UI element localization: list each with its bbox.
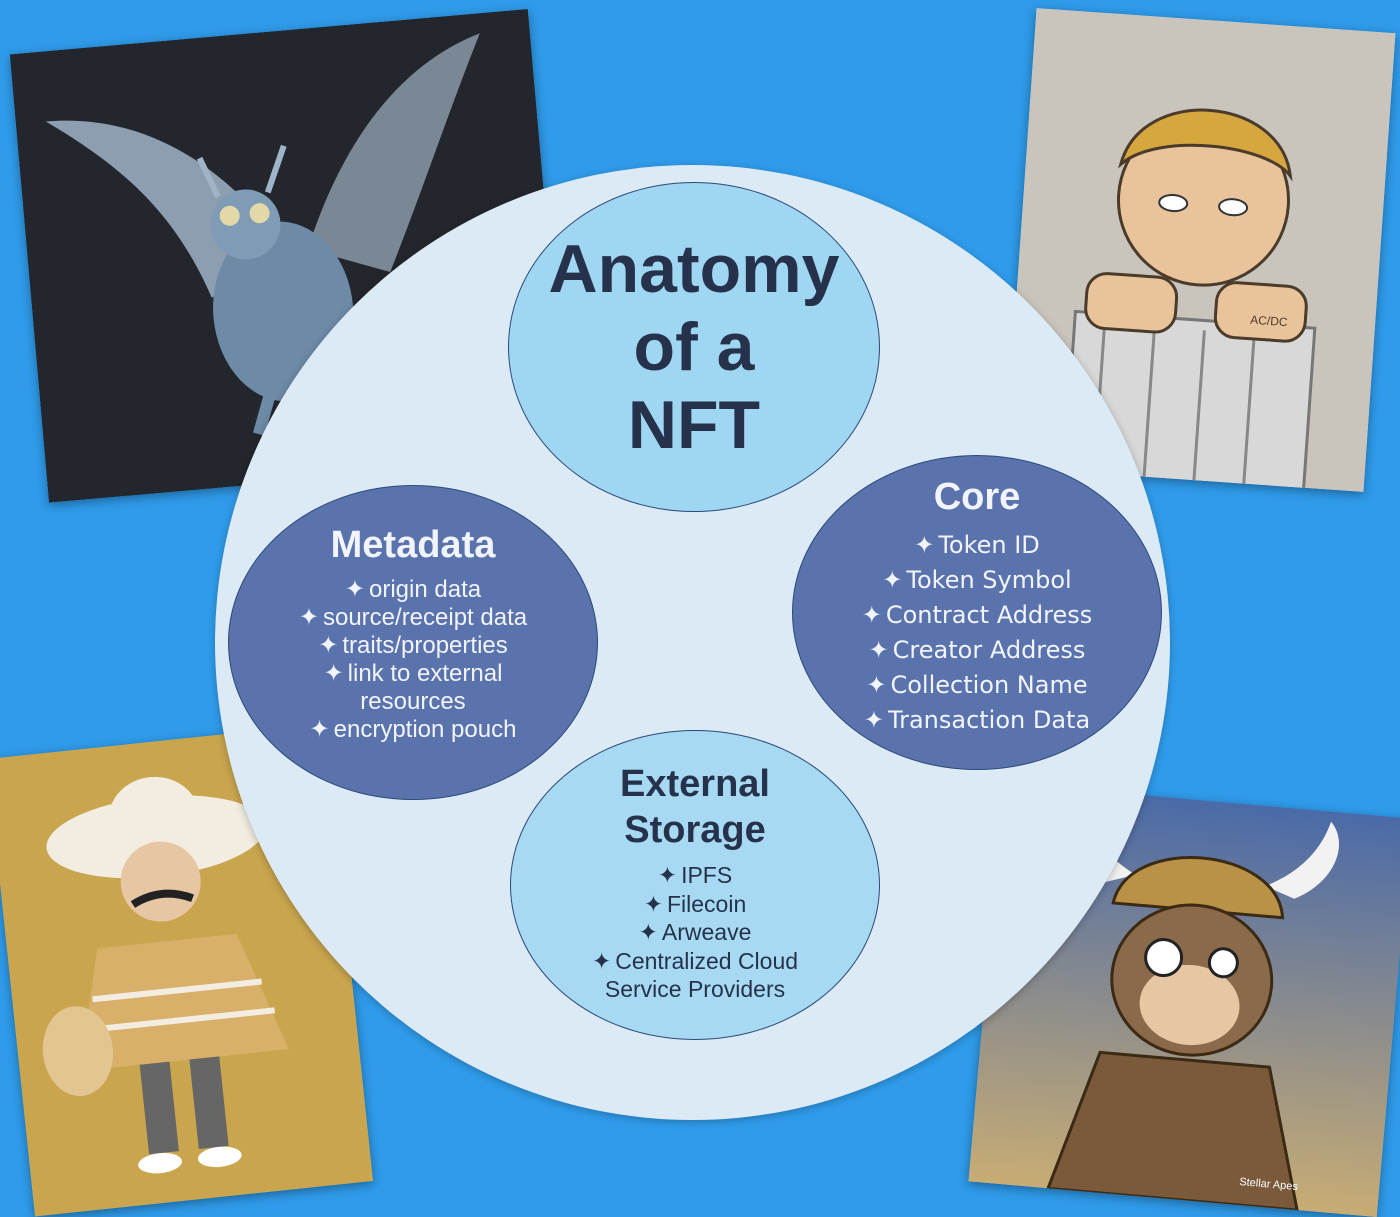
star-bullet-icon: ✦ [882, 566, 903, 594]
storage-item: ✦ Filecoin [643, 890, 747, 917]
metadata-item: ✦ encryption pouch [309, 716, 517, 743]
storage-heading-line-1: External [620, 763, 770, 805]
metadata-item: ✦ origin data [344, 576, 482, 603]
star-bullet-icon: ✦ [344, 576, 365, 603]
star-bullet-icon: ✦ [309, 716, 330, 743]
star-bullet-icon: ✦ [323, 660, 344, 687]
star-bullet-icon: ✦ [638, 919, 658, 945]
title-line-1: Anatomy [548, 231, 840, 307]
core-list: ✦ Token ID ✦ Token Symbol ✦ Contract Addres… [862, 528, 1093, 738]
core-item: ✦ Creator Address [868, 636, 1086, 664]
metadata-item: ✦ source/receipt data [298, 604, 528, 631]
core-heading: Core [933, 476, 1021, 518]
title-line-3: NFT [627, 387, 761, 463]
storage-item: ✦ Arweave [638, 919, 752, 945]
star-bullet-icon: ✦ [657, 862, 678, 888]
title-line-2: of a [633, 309, 755, 385]
metadata-circle: Metadata ✦ origin data ✦ source/receipt da… [228, 485, 598, 800]
storage-heading-line-2: Storage [624, 809, 766, 851]
core-circle: Core ✦ Token ID ✦ Token Symbol ✦ Contract A… [792, 455, 1162, 770]
core-item: ✦ Token Symbol [882, 566, 1072, 594]
core-item: ✦ Token ID [914, 531, 1040, 559]
metadata-item: ✦ traits/properties [318, 632, 508, 659]
title-circle: Anatomy of a NFT [508, 182, 880, 512]
stellar-apes-label: Stellar Apes [1239, 1176, 1299, 1193]
star-bullet-icon: ✦ [318, 632, 339, 659]
star-bullet-icon: ✦ [298, 604, 319, 631]
core-item: ✦ Collection Name [866, 671, 1088, 699]
star-bullet-icon: ✦ [866, 671, 887, 699]
star-bullet-icon: ✦ [868, 636, 889, 664]
storage-item: ✦ IPFS [657, 862, 733, 888]
core-item: ✦ Transaction Data [863, 706, 1091, 734]
metadata-item-continuation: resources [360, 688, 466, 715]
storage-item: ✦ Centralized Cloud [591, 947, 799, 974]
storage-heading: External Storage [620, 761, 770, 853]
metadata-heading: Metadata [330, 524, 496, 566]
storage-list: ✦ IPFS ✦ Filecoin ✦ Arweave ✦ Centralized Cl… [592, 861, 798, 1004]
storage-circle: External Storage ✦ IPFS ✦ Filecoin ✦ Arweav… [510, 730, 880, 1040]
core-item: ✦ Contract Address [861, 601, 1093, 629]
metadata-item: ✦ link to external [323, 660, 503, 687]
star-bullet-icon: ✦ [863, 706, 884, 734]
metadata-list: ✦ origin data ✦ source/receipt data ✦ trait… [299, 576, 527, 744]
cartoon-boy-nft-image: AC/DC [1004, 8, 1396, 492]
acdc-label: AC/DC [1250, 313, 1289, 330]
star-bullet-icon: ✦ [591, 947, 612, 974]
star-bullet-icon: ✦ [914, 531, 935, 559]
storage-item-continuation: Service Providers [604, 976, 786, 1002]
star-bullet-icon: ✦ [861, 601, 882, 629]
star-bullet-icon: ✦ [643, 890, 663, 917]
